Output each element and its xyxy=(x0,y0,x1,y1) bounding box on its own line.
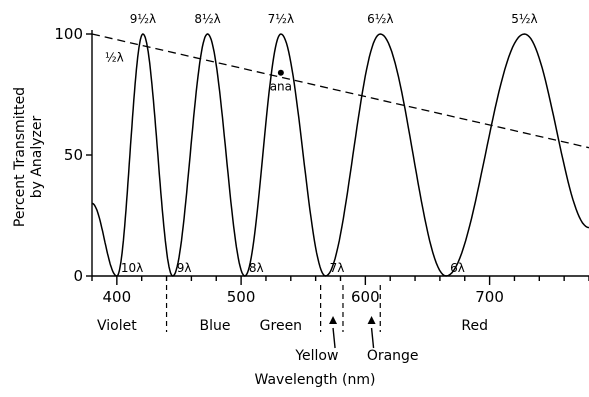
marker-label: ana xyxy=(270,80,292,94)
band-label-3: Red xyxy=(461,318,488,334)
transmission-curve xyxy=(91,33,589,277)
y-axis-title-line-2: by Analyzer xyxy=(29,115,45,198)
x-tick-label-3: 700 xyxy=(475,288,504,306)
y-axis-title: Percent Transmitted by Analyzer xyxy=(12,87,45,227)
annotation-layer: ana 9½λ 8½λ 7½λ 6½λ 5½λ 10λ 9λ 8λ 7λ 6λ ½λ Violet Blu… xyxy=(97,12,538,364)
y-tick-label-0: 0 xyxy=(73,267,83,285)
callout-arrow-1 xyxy=(370,327,375,349)
band-label-2: Green xyxy=(260,318,302,334)
axes-layer: 0 50 100 400 500 600 700 xyxy=(54,25,589,306)
callout-label-0: Yellow xyxy=(294,348,338,364)
minimum-label-2: 8λ xyxy=(249,261,264,275)
callout-arrow-0 xyxy=(332,327,336,349)
peak-label-3: 6½λ xyxy=(367,12,393,26)
peak-label-1: 8½λ xyxy=(194,12,220,26)
band-label-0: Violet xyxy=(97,318,137,334)
callout-label-1: Orange xyxy=(367,348,419,364)
peak-label-0: 9½λ xyxy=(130,12,156,26)
edge-label: ½λ xyxy=(105,50,124,64)
x-tick-label-1: 500 xyxy=(227,288,256,306)
y-tick-label-2: 100 xyxy=(54,25,83,43)
minimum-label-1: 9λ xyxy=(177,261,192,275)
x-axis-title: Wavelength (nm) xyxy=(255,372,376,388)
callout-arrow-head-1 xyxy=(367,316,376,324)
minimum-label-4: 6λ xyxy=(450,261,465,275)
peak-label-2: 7½λ xyxy=(268,12,294,26)
peak-label-4: 5½λ xyxy=(511,12,537,26)
minimum-label-0: 10λ xyxy=(121,261,143,275)
dashed-trend-line xyxy=(91,33,589,149)
series-layer xyxy=(91,33,589,277)
band-label-1: Blue xyxy=(200,318,231,334)
y-axis-title-line-1: Percent Transmitted xyxy=(12,87,28,227)
minimum-label-3: 7λ xyxy=(330,261,345,275)
x-tick-label-2: 600 xyxy=(351,288,380,306)
x-tick-label-0: 400 xyxy=(103,288,132,306)
marker-point xyxy=(277,69,284,76)
y-tick-label-1: 50 xyxy=(64,146,83,164)
callout-arrow-head-0 xyxy=(329,316,338,324)
